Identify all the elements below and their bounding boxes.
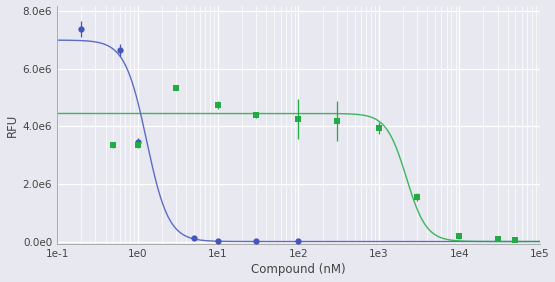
Y-axis label: RFU: RFU	[6, 113, 18, 136]
X-axis label: Compound (nM): Compound (nM)	[251, 263, 346, 276]
